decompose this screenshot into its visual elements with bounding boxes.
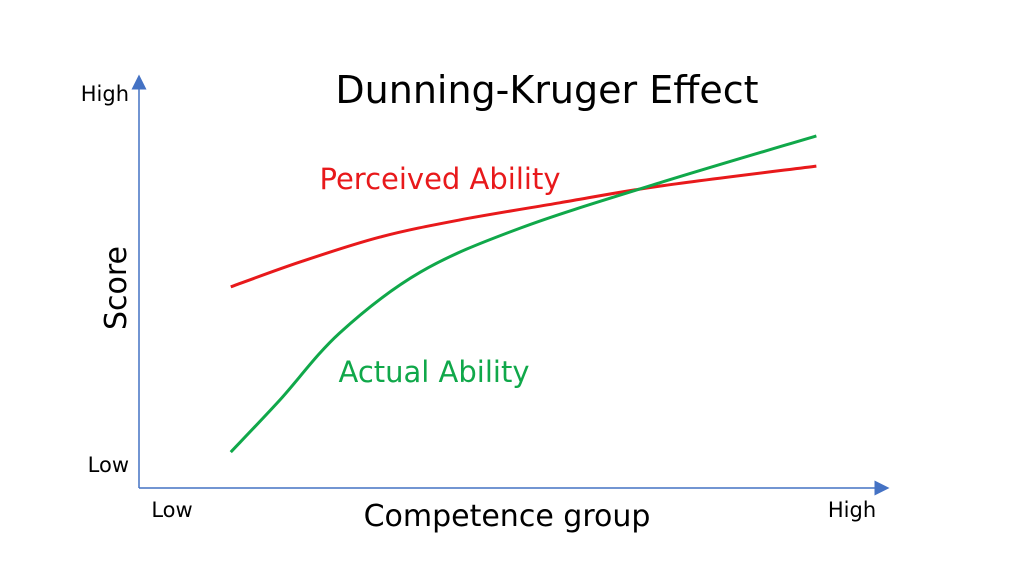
chart-title: Dunning-Kruger Effect	[335, 68, 758, 112]
actual-ability-line	[229, 134, 817, 454]
x-tick-high: High	[828, 498, 876, 522]
perceived-ability-line	[230, 164, 817, 289]
x-tick-low: Low	[151, 498, 192, 522]
y-tick-low: Low	[88, 453, 129, 477]
y-tick-high: High	[81, 82, 129, 106]
x-axis-label: Competence group	[364, 499, 651, 534]
series-label-actual: Actual Ability	[338, 355, 529, 389]
y-axis-label: Score	[99, 246, 134, 330]
series-label-perceived: Perceived Ability	[319, 162, 560, 196]
